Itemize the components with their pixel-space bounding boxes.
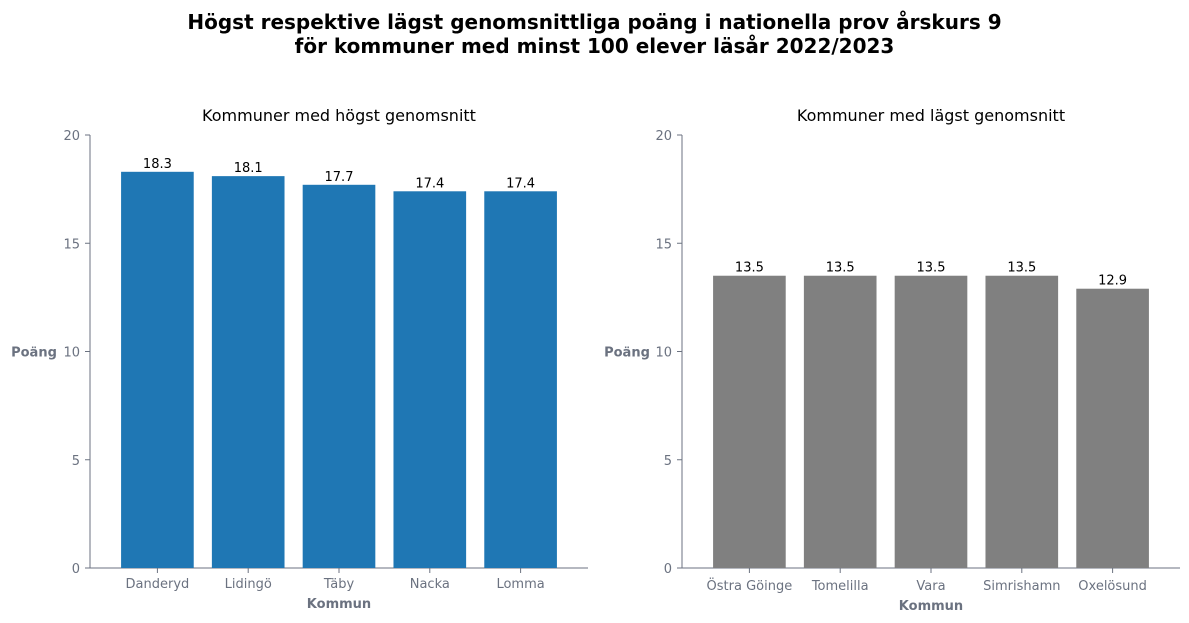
y-tick-label: 20 <box>63 129 80 144</box>
chart-panel-lowest: Kommuner med lägst genomsnitt 0 5 10 15 20 Poä… <box>604 106 1180 614</box>
x-tick-label: Vara <box>916 579 945 594</box>
y-axis-label: Poäng <box>11 346 57 361</box>
y-tick-label: 5 <box>664 454 672 469</box>
panel-title: Kommuner med lägst genomsnitt <box>797 106 1065 125</box>
x-tick-label: Lidingö <box>225 577 272 592</box>
y-tick-label: 20 <box>655 129 672 144</box>
bar-value-label: 13.5 <box>1007 261 1036 276</box>
chart-panel-highest: Kommuner med högst genomsnitt 0 5 10 15 20 Poä… <box>11 106 588 612</box>
y-axis-label: Poäng <box>604 346 650 361</box>
bar-value-label: 13.5 <box>826 261 855 276</box>
bar-value-label: 12.9 <box>1098 274 1127 289</box>
bar-value-label: 13.5 <box>917 261 946 276</box>
x-tick-label: Nacka <box>410 577 450 592</box>
x-tick-label: Tomelilla <box>811 579 869 594</box>
bar-1 <box>803 275 877 568</box>
bar-4 <box>1076 288 1149 568</box>
panel-title: Kommuner med högst genomsnitt <box>202 106 476 125</box>
bar-value-label: 18.1 <box>234 161 263 176</box>
bar-4 <box>484 191 557 569</box>
y-tick-label: 15 <box>655 237 672 252</box>
y-tick-label: 10 <box>655 346 672 361</box>
bar-0 <box>121 171 194 568</box>
y-tick-label: 10 <box>63 346 80 361</box>
bar-value-label: 13.5 <box>735 261 764 276</box>
bar-2 <box>302 184 376 569</box>
bar-0 <box>713 275 786 568</box>
bar-2 <box>894 275 968 568</box>
x-axis-label: Kommun <box>899 599 963 614</box>
figure-title-line-1: Högst respektive lägst genomsnittliga po… <box>187 10 1002 34</box>
x-tick-label: Simrishamn <box>983 579 1060 594</box>
bar-3 <box>985 275 1059 568</box>
bar-1 <box>211 176 285 568</box>
x-tick-label: Oxelösund <box>1078 579 1147 594</box>
y-tick-label: 5 <box>72 454 80 469</box>
x-axis-label: Kommun <box>307 597 371 612</box>
x-tick-label: Täby <box>323 577 355 592</box>
y-tick-label: 15 <box>63 237 80 252</box>
bar-3 <box>393 191 467 569</box>
bar-value-label: 17.4 <box>506 176 535 191</box>
y-tick-label: 0 <box>72 562 80 577</box>
bar-value-label: 17.4 <box>415 176 444 191</box>
figure-title-line-2: för kommuner med minst 100 elever läsår … <box>294 34 895 58</box>
y-tick-label: 0 <box>664 562 672 577</box>
x-tick-label: Lomma <box>496 577 544 592</box>
figure-title: Högst respektive lägst genomsnittliga po… <box>0 10 1189 58</box>
x-tick-label: Östra Göinge <box>707 577 793 594</box>
bar-value-label: 17.7 <box>325 170 354 185</box>
bar-value-label: 18.3 <box>143 157 172 172</box>
x-tick-label: Danderyd <box>126 577 190 592</box>
